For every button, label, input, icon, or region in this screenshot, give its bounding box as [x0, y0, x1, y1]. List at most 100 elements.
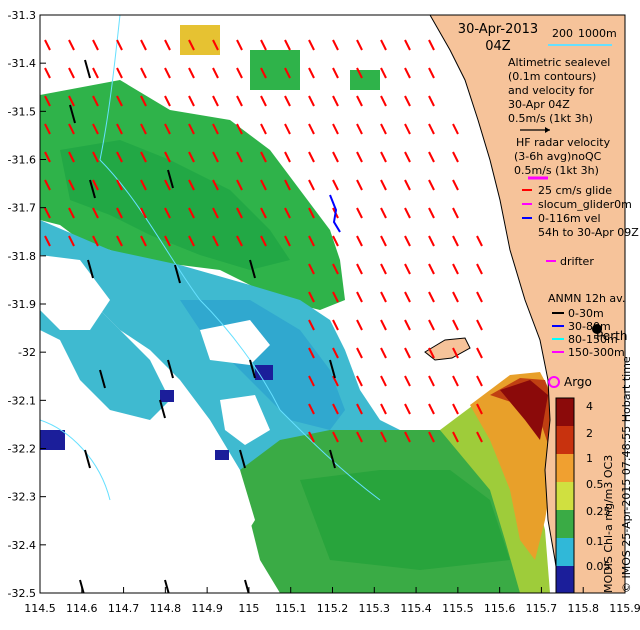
anmn-arrow	[84, 59, 91, 79]
altimetry-arrow	[476, 263, 483, 275]
svg-text:Altimetric sealevel: Altimetric sealevel	[508, 56, 610, 69]
altimetry-arrow	[116, 67, 123, 79]
y-tick-label: -32.2	[8, 443, 36, 456]
altimetry-arrow	[308, 39, 315, 51]
altimetry-arrow	[308, 179, 315, 191]
altimetry-arrow	[332, 263, 339, 275]
altimetry-arrow	[332, 291, 339, 303]
altimetry-arrow	[188, 67, 195, 79]
altimetry-arrow	[332, 95, 339, 107]
altimetry-arrow	[452, 375, 459, 387]
altimetry-arrow	[140, 95, 147, 107]
altimetry-arrow	[356, 207, 363, 219]
altimetry-arrow	[92, 235, 99, 247]
altimetry-arrow	[260, 179, 267, 191]
altimetry-arrow	[116, 151, 123, 163]
altimetry-arrow	[380, 375, 387, 387]
altimetry-arrow	[380, 39, 387, 51]
y-tick-label: -31.8	[8, 250, 36, 263]
altimetry-arrow	[68, 235, 75, 247]
x-tick-label: 115.5	[442, 602, 474, 615]
svg-text:0.5m/s (1kt 3h): 0.5m/s (1kt 3h)	[508, 112, 593, 125]
altimetry-arrow	[404, 67, 411, 79]
anmn-arrow	[87, 259, 94, 279]
argo-label: Argo	[564, 375, 592, 389]
altimetry-arrow	[68, 39, 75, 51]
anmn-arrow	[164, 579, 170, 593]
altimetry-arrow	[428, 151, 435, 163]
altimetry-arrow	[116, 207, 123, 219]
perth-label: Perth	[596, 329, 627, 343]
anmn-arrow	[167, 359, 174, 379]
legend-hf-radar: HF radar velocity (3-6h avg)noQC 0.5m/s …	[514, 136, 611, 180]
anmn-arrow	[84, 449, 91, 469]
altimetry-arrow	[140, 67, 147, 79]
altimetry-arrow	[356, 291, 363, 303]
altimetry-arrow	[188, 235, 195, 247]
altimetry-arrow	[260, 151, 267, 163]
svg-text:(3-6h avg)noQC: (3-6h avg)noQC	[514, 150, 602, 163]
altimetry-arrow	[212, 207, 219, 219]
x-tick-label: 114.9	[191, 602, 223, 615]
altimetry-arrow	[380, 431, 387, 443]
altimetry-arrow	[428, 403, 435, 415]
altimetry-arrow	[452, 431, 459, 443]
anmn-arrow	[89, 179, 96, 199]
altimetry-arrow	[308, 347, 315, 359]
altimetry-arrow	[188, 151, 195, 163]
altimetry-arrow	[452, 123, 459, 135]
altimetry-arrow	[140, 179, 147, 191]
time-label: 04Z	[485, 39, 511, 54]
altimetry-arrow	[308, 235, 315, 247]
svg-text:150-300m: 150-300m	[568, 346, 625, 359]
altimetry-arrow	[476, 431, 483, 443]
altimetry-arrow	[308, 95, 315, 107]
y-tick-label: -32.5	[8, 587, 36, 600]
altimetry-arrow	[308, 403, 315, 415]
glider-track	[329, 194, 341, 233]
altimetry-arrow	[44, 39, 51, 51]
altimetry-arrow	[116, 235, 123, 247]
altimetry-arrow	[164, 67, 171, 79]
altimetry-arrow	[236, 39, 243, 51]
altimetry-arrow	[476, 347, 483, 359]
scale-large: 1000m	[578, 27, 617, 40]
altimetry-arrow	[284, 67, 291, 79]
legend-altimetry: Altimetric sealevel (0.1m contours) and …	[508, 56, 610, 133]
altimetry-arrow	[212, 39, 219, 51]
svg-text:1: 1	[586, 452, 593, 465]
altimetry-arrow	[404, 123, 411, 135]
altimetry-arrow	[68, 207, 75, 219]
altimetry-arrow	[452, 207, 459, 219]
altimetry-arrow	[140, 151, 147, 163]
altimetry-arrow	[260, 67, 267, 79]
altimetry-arrow	[236, 151, 243, 163]
altimetry-arrow	[380, 123, 387, 135]
x-tick-label: 115.2	[317, 602, 349, 615]
svg-text:(0.1m contours): (0.1m contours)	[508, 70, 596, 83]
altimetry-arrow	[356, 151, 363, 163]
altimetry-arrow	[44, 67, 51, 79]
altimetry-arrow	[44, 123, 51, 135]
altimetry-arrow	[428, 179, 435, 191]
x-tick-label: 115.4	[400, 602, 432, 615]
anmn-arrow	[249, 259, 256, 279]
anmn-arrows	[69, 59, 336, 593]
svg-text:0-116m vel: 0-116m vel	[538, 212, 601, 225]
altimetry-arrow	[452, 291, 459, 303]
altimetry-arrow	[380, 67, 387, 79]
altimetry-arrow	[380, 263, 387, 275]
altimetry-arrow	[308, 67, 315, 79]
altimetry-arrow	[380, 179, 387, 191]
altimetry-arrow	[188, 95, 195, 107]
altimetry-arrow	[236, 235, 243, 247]
altimetry-arrow	[404, 263, 411, 275]
altimetry-arrow	[380, 291, 387, 303]
sealevel-contours	[40, 15, 381, 501]
altimetry-arrow	[308, 319, 315, 331]
altimetry-arrow	[188, 207, 195, 219]
y-tick-label: -31.7	[8, 202, 36, 215]
x-tick-label: 114.8	[150, 602, 182, 615]
chlorophyll-raster	[40, 25, 555, 593]
altimetry-arrow	[212, 235, 219, 247]
